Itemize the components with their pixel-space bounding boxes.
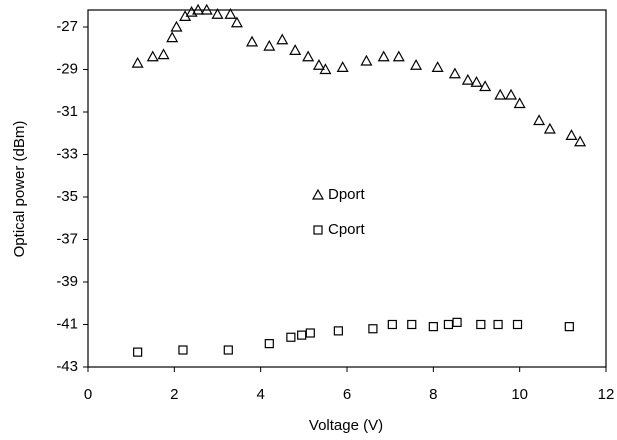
marker-square [333, 326, 343, 336]
y-tick-label: -37 [56, 230, 78, 247]
marker-square [452, 317, 462, 327]
x-tick-label: 2 [170, 386, 178, 403]
marker-triangle [513, 97, 526, 109]
y-tick-label: -39 [56, 273, 78, 290]
marker-square [297, 330, 307, 340]
legend-label: Dport [328, 186, 366, 203]
marker-triangle [263, 39, 276, 51]
marker-square [286, 332, 296, 342]
marker-triangle [360, 54, 373, 66]
marker-triangle [461, 73, 474, 85]
marker-triangle [146, 50, 159, 62]
legend-marker [311, 188, 325, 200]
marker-square [407, 319, 417, 330]
marker-triangle [211, 8, 224, 19]
marker-square [178, 345, 188, 355]
x-tick-label: 4 [256, 386, 264, 403]
y-tick-label: -41 [56, 315, 78, 332]
marker-square [428, 322, 438, 332]
marker-triangle [224, 8, 237, 19]
marker-triangle [312, 59, 325, 70]
y-tick-label: -33 [56, 145, 78, 162]
marker-triangle [276, 33, 289, 45]
marker-triangle [170, 20, 183, 32]
marker-square [223, 345, 233, 355]
marker-square [493, 319, 503, 330]
marker-triangle [289, 44, 302, 55]
y-tick-label: -31 [56, 103, 78, 120]
marker-triangle [479, 80, 492, 92]
marker-triangle [505, 88, 518, 100]
marker-square [264, 339, 274, 349]
x-axis-label: Voltage (V) [309, 417, 383, 434]
marker-triangle [448, 67, 461, 79]
marker-triangle [166, 31, 179, 43]
marker-triangle [230, 16, 243, 28]
y-tick-label: -35 [56, 188, 78, 205]
marker-triangle [336, 61, 349, 72]
marker-square [476, 319, 486, 330]
legend-label: Cport [328, 221, 366, 238]
marker-triangle [431, 61, 444, 72]
marker-triangle [185, 5, 198, 17]
legend-marker [313, 225, 323, 235]
marker-triangle [302, 50, 315, 62]
x-tick-label: 12 [598, 386, 615, 403]
marker-square [133, 347, 143, 357]
y-axis-label: Optical power (dBm) [11, 121, 28, 258]
x-tick-label: 10 [511, 386, 528, 403]
marker-triangle [392, 50, 405, 62]
marker-triangle [533, 114, 546, 126]
y-tick-label: -43 [56, 358, 78, 375]
marker-triangle [157, 48, 170, 60]
marker-triangle [543, 122, 556, 134]
x-tick-label: 8 [429, 386, 437, 403]
marker-triangle [565, 129, 578, 140]
y-tick-label: -27 [56, 18, 78, 35]
marker-square [387, 319, 397, 330]
marker-triangle [410, 59, 423, 70]
marker-triangle [319, 63, 332, 75]
marker-square [443, 319, 454, 330]
y-tick-label: -29 [56, 60, 78, 77]
marker-triangle [377, 50, 390, 62]
marker-triangle [574, 135, 587, 147]
marker-triangle [470, 76, 483, 87]
marker-square [305, 328, 315, 338]
x-tick-label: 0 [84, 386, 92, 403]
x-tick-label: 6 [343, 386, 351, 403]
marker-square [564, 322, 574, 332]
marker-triangle [494, 88, 507, 100]
marker-triangle [192, 3, 205, 15]
marker-triangle [131, 56, 144, 68]
marker-triangle [200, 3, 213, 15]
marker-triangle [246, 35, 259, 47]
marker-square [368, 324, 378, 334]
marker-square [512, 319, 523, 330]
